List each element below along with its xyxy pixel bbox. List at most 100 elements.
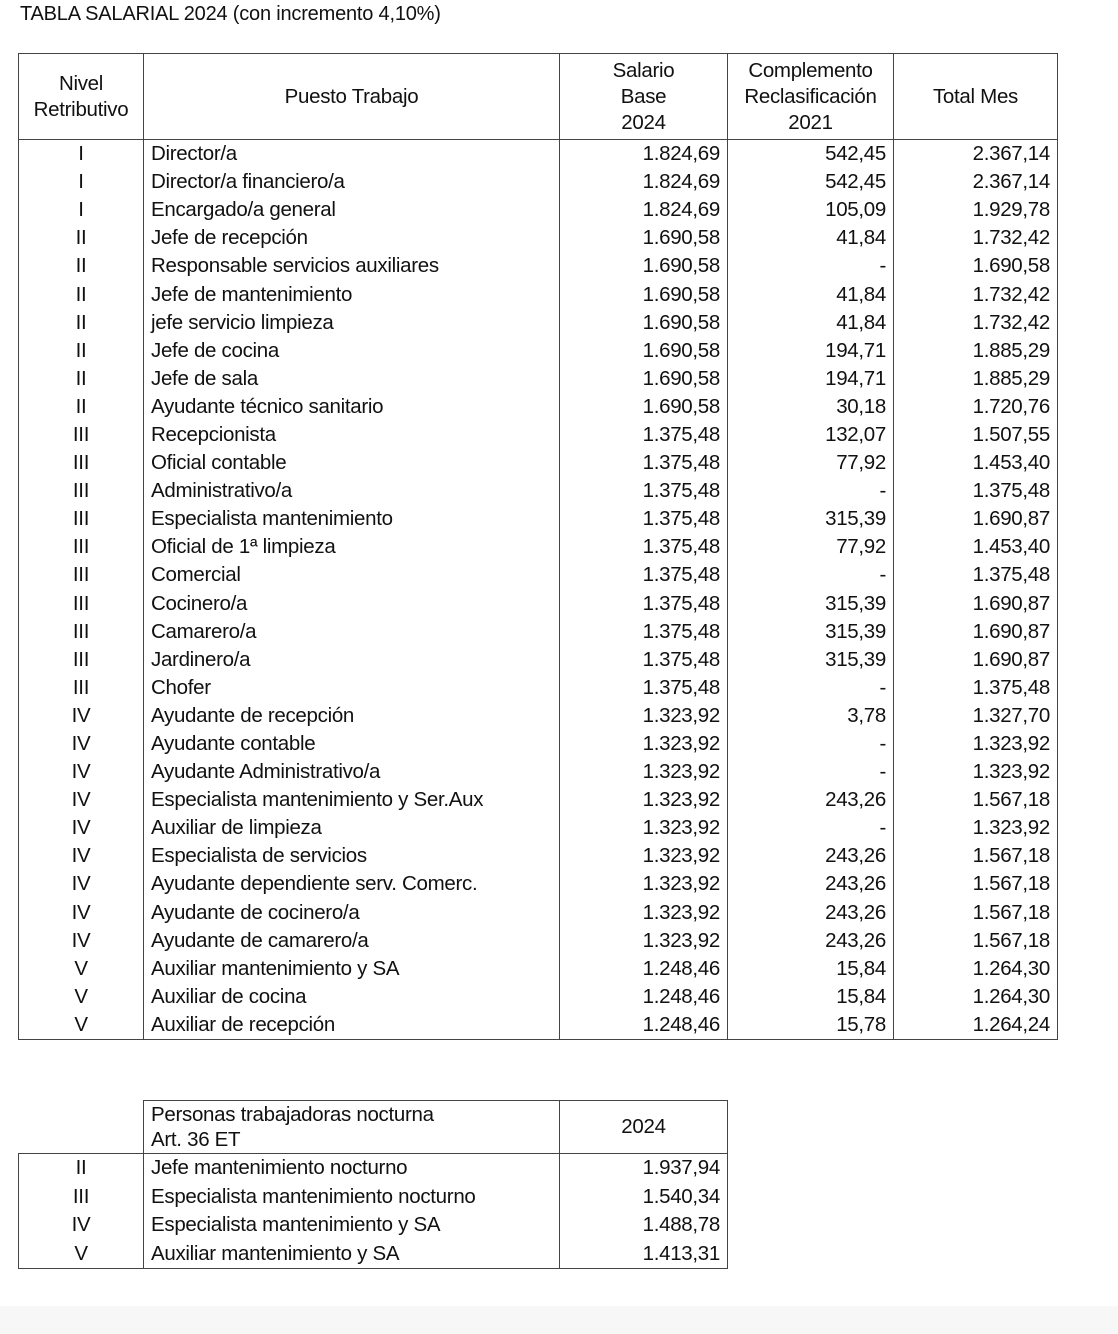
cell-nivel: IV: [18, 842, 144, 871]
cell-nivel: II: [18, 364, 144, 393]
cell-nivel: V: [18, 982, 144, 1011]
cell-total-mes: 1.375,48: [893, 673, 1058, 702]
header-puesto: Puesto Trabajo: [143, 53, 560, 140]
table-row: III Especialista mantenimiento 1.375,48 315…: [18, 505, 1058, 534]
cell-complemento: 15,84: [727, 954, 894, 983]
cell-salario-2024: 1.413,31: [559, 1239, 728, 1269]
table-row: IV Ayudante dependiente serv. Comerc. 1.32…: [18, 870, 1058, 899]
table-row: V Auxiliar de cocina 1.248,46 15,84 1.264,30: [18, 982, 1058, 1011]
cell-complemento: 243,26: [727, 842, 894, 871]
table-row: IV Ayudante Administrativo/a 1.323,92-1.32…: [18, 758, 1058, 787]
header-salario-base: Salario Base 2024: [559, 53, 728, 140]
cell-total-mes: 1.690,87: [893, 589, 1058, 618]
cell-complemento: 105,09: [727, 196, 894, 225]
cell-total-mes: 1.567,18: [893, 926, 1058, 955]
cell-nivel: V: [18, 954, 144, 983]
cell-total-mes: 1.885,29: [893, 364, 1058, 393]
cell-total-mes: 1.732,42: [893, 224, 1058, 253]
cell-nivel: III: [18, 505, 144, 534]
cell-complemento: 315,39: [727, 589, 894, 618]
cell-nivel: IV: [18, 870, 144, 899]
cell-total-mes: 1.323,92: [893, 814, 1058, 843]
cell-puesto: Administrativo/a: [143, 477, 560, 506]
table-row: IV Ayudante de cocinero/a 1.323,92 243,26 1.…: [18, 898, 1058, 927]
cell-salario-base: 1.375,48: [559, 533, 728, 562]
table-row: III Recepcionista 1.375,48 132,07 1.507,55: [18, 420, 1058, 450]
cell-salario-base: 1.248,46: [559, 982, 728, 1011]
cell-salario-base: 1.690,58: [559, 308, 728, 337]
cell-nivel: II: [18, 1153, 144, 1183]
cell-salario-base: 1.824,69: [559, 168, 728, 197]
cell-puesto: Jefe de mantenimiento: [143, 280, 560, 309]
cell-nivel: III: [18, 645, 144, 674]
night-workers-table: Personas trabajadoras nocturna Art. 36 E…: [18, 1100, 728, 1269]
cell-salario-base: 1.690,58: [559, 280, 728, 309]
table-row: V Auxiliar mantenimiento y SA 1.413,31: [18, 1239, 728, 1269]
cell-nivel: III: [18, 617, 144, 646]
cell-complemento: 41,84: [727, 224, 894, 253]
night-table-header: Personas trabajadoras nocturna Art. 36 E…: [18, 1100, 728, 1154]
cell-salario-base: 1.375,48: [559, 420, 728, 450]
cell-complemento: -: [727, 561, 894, 590]
cell-nivel: IV: [18, 898, 144, 927]
cell-salario-base: 1.375,48: [559, 561, 728, 590]
cell-complemento: 315,39: [727, 645, 894, 674]
cell-salario-base: 1.690,58: [559, 364, 728, 393]
cell-nivel: II: [18, 252, 144, 281]
cell-complemento: -: [727, 673, 894, 702]
cell-total-mes: 1.690,87: [893, 645, 1058, 674]
cell-complemento: 77,92: [727, 449, 894, 478]
cell-puesto: Comercial: [143, 561, 560, 590]
cell-puesto: Oficial de 1ª limpieza: [143, 533, 560, 562]
cell-puesto: Encargado/a general: [143, 196, 560, 225]
cell-nivel: II: [18, 392, 144, 421]
cell-total-mes: 1.690,87: [893, 505, 1058, 534]
table-row: IV Auxiliar de limpieza 1.323,92-1.323,92: [18, 814, 1058, 843]
cell-nivel: I: [18, 168, 144, 197]
cell-nivel: IV: [18, 758, 144, 787]
cell-puesto: Jefe de cocina: [143, 336, 560, 365]
cell-salario-base: 1.323,92: [559, 729, 728, 759]
cell-nivel: IV: [18, 701, 144, 730]
page-footer-strip: [0, 1306, 1118, 1334]
cell-total-mes: 1.567,18: [893, 842, 1058, 871]
cell-salario-base: 1.375,48: [559, 477, 728, 506]
cell-total-mes: 1.375,48: [893, 561, 1058, 590]
cell-total-mes: 1.885,29: [893, 336, 1058, 365]
cell-salario-base: 1.375,48: [559, 589, 728, 618]
table-row: I Director/a 1.824,69 542,45 2.367,14: [18, 139, 1058, 169]
cell-total-mes: 1.690,58: [893, 252, 1058, 281]
table-row: III Camarero/a 1.375,48 315,39 1.690,87: [18, 617, 1058, 646]
cell-total-mes: 1.732,42: [893, 308, 1058, 337]
cell-total-mes: 1.690,87: [893, 617, 1058, 646]
cell-salario-base: 1.323,92: [559, 842, 728, 871]
cell-salario-base: 1.375,48: [559, 505, 728, 534]
table-row: I Director/a financiero/a 1.824,69 542,45 2.…: [18, 168, 1058, 197]
cell-puesto: Jefe mantenimiento nocturno: [143, 1153, 560, 1183]
document-title: TABLA SALARIAL 2024 (con incremento 4,10…: [20, 3, 441, 25]
table-row: I Encargado/a general 1.824,69 105,09 1.929,…: [18, 196, 1058, 225]
cell-salario-2024: 1.937,94: [559, 1153, 728, 1183]
cell-salario-base: 1.375,48: [559, 449, 728, 478]
table-row: II Responsable servicios auxiliares 1.690,…: [18, 252, 1058, 281]
cell-salario-base: 1.248,46: [559, 1010, 728, 1040]
cell-salario-base: 1.690,58: [559, 336, 728, 365]
cell-salario-base: 1.323,92: [559, 758, 728, 787]
table-row: III Jardinero/a 1.375,48 315,39 1.690,87: [18, 645, 1058, 674]
salary-table: Nivel Retributivo Puesto Trabajo Salario…: [18, 53, 1058, 1040]
table-row: II Jefe de sala 1.690,58 194,71 1.885,29: [18, 364, 1058, 393]
cell-puesto: Auxiliar mantenimiento y SA: [143, 1239, 560, 1269]
cell-puesto: Chofer: [143, 673, 560, 702]
cell-salario-base: 1.375,48: [559, 673, 728, 702]
table-row: IV Ayudante contable 1.323,92-1.323,92: [18, 729, 1058, 759]
cell-complemento: 243,26: [727, 870, 894, 899]
cell-nivel: V: [18, 1010, 144, 1040]
cell-total-mes: 1.375,48: [893, 477, 1058, 506]
cell-puesto: Ayudante técnico sanitario: [143, 392, 560, 421]
cell-puesto: Especialista mantenimiento: [143, 505, 560, 534]
table-row: III Administrativo/a 1.375,48-1.375,48: [18, 477, 1058, 506]
cell-complemento: 243,26: [727, 786, 894, 815]
cell-complemento: -: [727, 252, 894, 281]
cell-total-mes: 1.567,18: [893, 898, 1058, 927]
header-night-2024: 2024: [559, 1100, 728, 1154]
